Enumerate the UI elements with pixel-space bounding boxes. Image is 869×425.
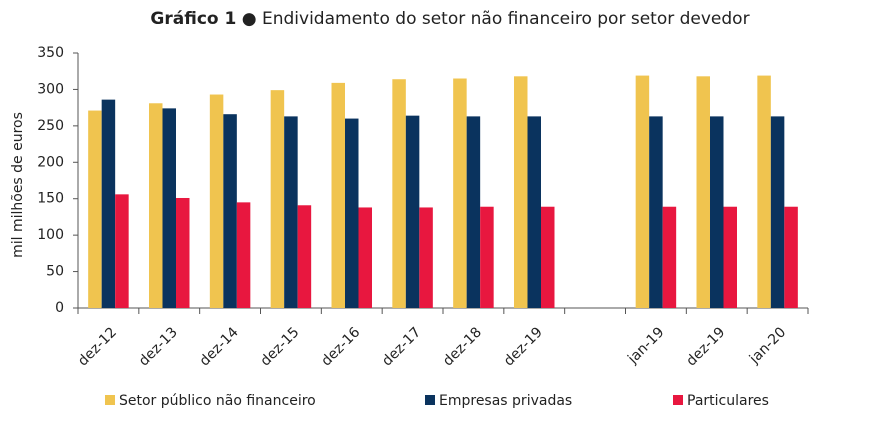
title-prefix: Gráfico 1 [150,9,236,29]
bar [405,115,420,309]
bar [635,75,650,308]
title-text: ● Endividamento do setor não financeiro … [242,9,750,29]
y-tick-label: 0 [55,300,64,316]
chart-title: Gráfico 1 ● Endividamento do setor não f… [150,9,749,29]
bar [101,99,116,308]
bar [541,206,555,308]
bar [453,78,467,308]
bar [514,76,528,308]
legend-swatch [425,395,435,405]
x-tick-label: jan-20 [746,324,789,367]
y-tick-label: 300 [37,81,64,97]
bar [757,75,771,308]
bar [162,108,176,308]
bar [710,116,724,308]
legend-label: Particulares [687,393,769,409]
y-tick-label: 250 [37,118,64,134]
y-axis-label: mil milhões de euros [10,112,26,258]
bar [527,116,541,308]
bar [649,116,663,308]
legend-label: Empresas privadas [439,393,572,409]
bar [209,94,224,309]
x-tick-label: dez-19 [501,324,546,369]
bar [149,103,163,309]
y-tick-label: 350 [37,45,64,61]
x-tick-label: dez-19 [683,324,728,369]
x-tick-label: dez-12 [75,324,120,369]
x-tick-label: dez-14 [197,324,242,369]
bar [466,116,481,308]
legend-label: Setor público não financeiro [119,393,316,409]
y-tick-label: 50 [46,264,64,280]
bar [236,202,251,308]
bar [331,82,345,308]
bar [297,205,312,308]
bar [88,110,102,308]
y-tick-label: 150 [37,191,64,207]
bar [392,79,406,308]
bar [770,116,785,308]
bar [662,206,677,308]
bar [284,116,298,308]
bar [115,194,129,308]
bar [480,206,494,308]
x-tick-label: dez-15 [258,324,303,369]
legend-swatch [105,395,115,405]
bar [696,76,710,308]
x-tick-label: dez-18 [440,324,485,369]
bar [270,90,285,309]
x-tick-label: dez-16 [318,324,363,369]
x-tick-label: dez-13 [136,324,181,369]
bar [223,114,237,308]
bar [784,206,798,308]
legend-swatch [673,395,683,405]
y-tick-label: 200 [37,154,64,170]
bar [723,206,737,308]
bar [419,207,433,308]
x-tick-label: jan-19 [624,324,667,367]
bar [358,207,372,308]
bar [176,197,190,308]
bar [345,118,359,308]
y-tick-label: 100 [37,227,64,243]
x-tick-label: dez-17 [379,324,424,369]
